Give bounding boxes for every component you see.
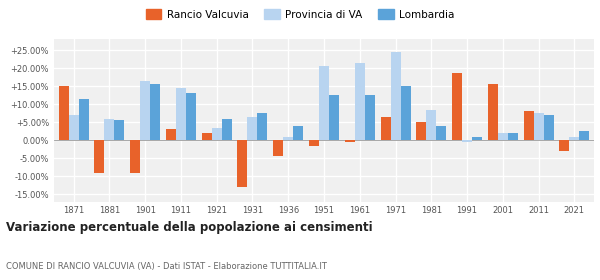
Bar	[365, 95, 375, 140]
Text: Variazione percentuale della popolazione ai censimenti: Variazione percentuale della popolazione…	[6, 221, 373, 234]
Bar	[79, 99, 89, 140]
Bar	[202, 133, 212, 140]
Bar	[488, 84, 498, 140]
Bar	[559, 140, 569, 151]
Bar	[436, 126, 446, 140]
Legend: Rancio Valcuvia, Provincia di VA, Lombardia: Rancio Valcuvia, Provincia di VA, Lombar…	[142, 5, 458, 24]
Bar	[401, 86, 410, 140]
Bar	[150, 84, 160, 140]
Bar	[59, 86, 68, 140]
Bar	[257, 113, 268, 140]
Bar	[345, 140, 355, 142]
Bar	[186, 93, 196, 140]
Bar	[68, 115, 79, 140]
Bar	[273, 140, 283, 157]
Bar	[533, 113, 544, 140]
Bar	[544, 115, 554, 140]
Bar	[309, 140, 319, 146]
Bar	[462, 140, 472, 142]
Bar	[355, 63, 365, 140]
Bar	[452, 73, 462, 140]
Bar	[247, 117, 257, 140]
Bar	[176, 88, 186, 140]
Bar	[508, 133, 518, 140]
Bar	[380, 117, 391, 140]
Bar	[222, 119, 232, 140]
Bar	[391, 52, 401, 140]
Bar	[104, 119, 115, 140]
Bar	[94, 140, 104, 173]
Bar	[498, 133, 508, 140]
Bar	[524, 111, 533, 140]
Bar	[140, 81, 150, 140]
Text: COMUNE DI RANCIO VALCUVIA (VA) - Dati ISTAT - Elaborazione TUTTITALIA.IT: COMUNE DI RANCIO VALCUVIA (VA) - Dati IS…	[6, 262, 327, 271]
Bar	[426, 109, 436, 140]
Bar	[569, 137, 580, 140]
Bar	[212, 128, 222, 140]
Bar	[329, 95, 339, 140]
Bar	[472, 137, 482, 140]
Bar	[416, 122, 426, 140]
Bar	[166, 129, 176, 140]
Bar	[580, 131, 589, 140]
Bar	[238, 140, 247, 187]
Bar	[293, 126, 303, 140]
Bar	[115, 120, 124, 140]
Bar	[130, 140, 140, 173]
Bar	[283, 137, 293, 140]
Bar	[319, 66, 329, 140]
